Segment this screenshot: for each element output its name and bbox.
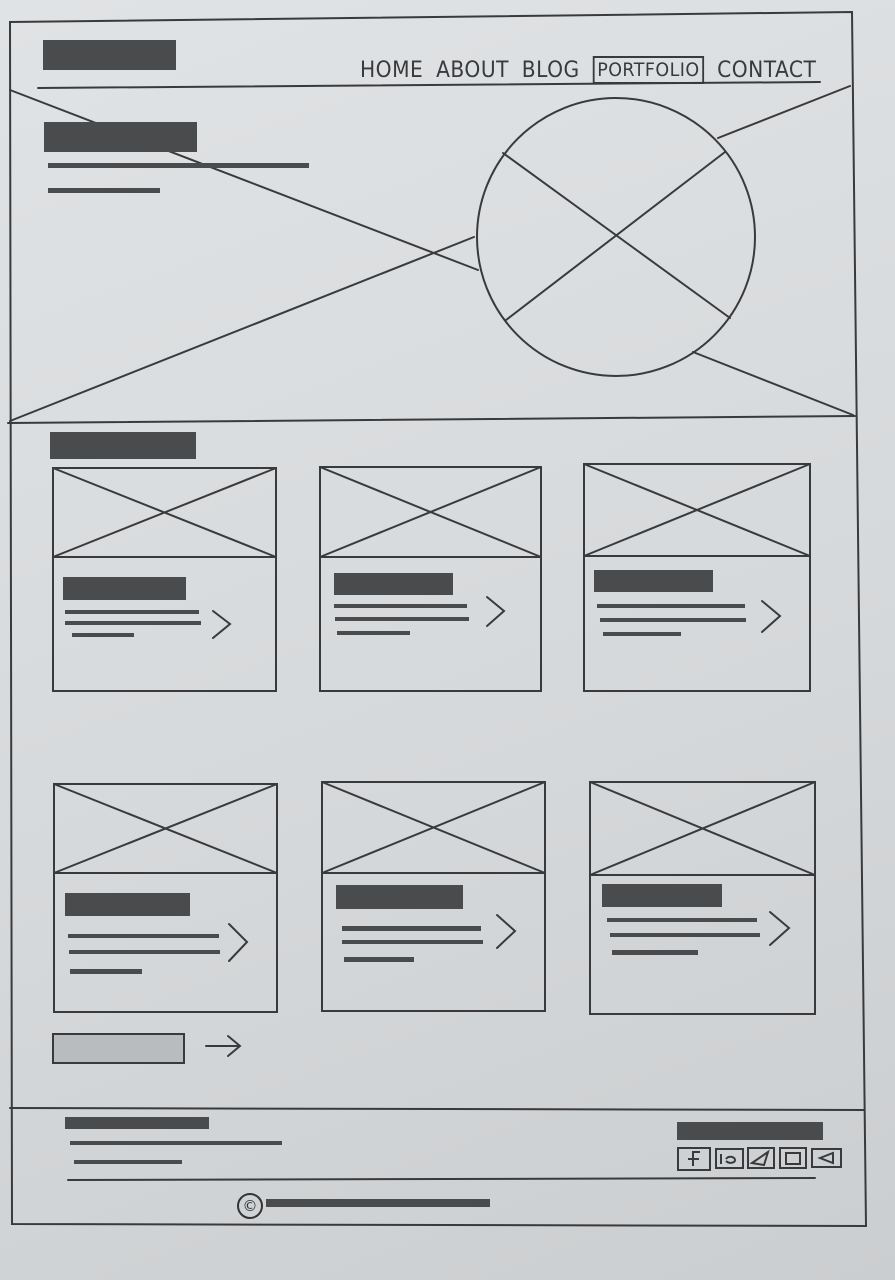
chevron-right-icon (496, 914, 517, 949)
nav-item-about[interactable]: ABOUT (436, 57, 509, 83)
nav-item-contact[interactable]: CONTACT (717, 57, 817, 83)
facebook-icon (677, 1147, 711, 1171)
footer-text-line-1 (70, 1141, 282, 1145)
portfolio-card-2 (319, 466, 542, 692)
portfolio-card-1 (52, 467, 277, 692)
nav-item-home[interactable]: HOME (360, 57, 424, 83)
outer-frame (8, 10, 868, 1228)
chevron-right-icon (212, 610, 232, 639)
portfolio-cards (52, 463, 816, 1015)
nav-item-blog[interactable]: BLOG (521, 57, 580, 83)
hero-title-block (44, 122, 197, 152)
chevron-right-icon (486, 596, 506, 627)
hero-diagonal-2b (717, 85, 851, 139)
more-arrow-icon (205, 1035, 242, 1057)
portfolio-card-4 (53, 783, 278, 1013)
hero-text-line-2 (48, 188, 160, 193)
copyright-text-line (266, 1199, 490, 1207)
portfolio-card-5 (321, 781, 546, 1012)
youtube-icon (811, 1148, 842, 1168)
behance-icon (715, 1148, 744, 1169)
footer-inner-line (67, 1177, 816, 1181)
main-nav: HOME ABOUT BLOG PORTFOLIO CONTACT (360, 56, 829, 84)
portfolio-card-3 (583, 463, 811, 692)
footer-right-title-block (677, 1122, 823, 1140)
copyright-icon: © (237, 1193, 263, 1219)
chevron-right-icon (769, 911, 791, 946)
hero-text-line-1 (48, 163, 309, 168)
card-text-blocks (63, 570, 760, 974)
chevron-right-icon (228, 923, 249, 962)
footer-divider (9, 1107, 865, 1111)
telegram-icon (747, 1147, 775, 1169)
hero-diagonal-1b (692, 351, 854, 416)
nav-item-portfolio[interactable]: PORTFOLIO (592, 56, 705, 84)
logo-block (43, 40, 176, 70)
instagram-icon (779, 1147, 807, 1169)
social-icons (677, 1147, 842, 1171)
view-more-button (52, 1033, 185, 1064)
hero-image-circle (476, 97, 756, 377)
footer-title-block (65, 1117, 209, 1129)
section-title-block (50, 432, 196, 459)
hero-bottom-line (7, 415, 856, 424)
hero-diagonal-1 (9, 89, 479, 271)
circle-cross-2 (505, 151, 726, 321)
hero-diagonal-2 (9, 236, 475, 422)
chevron-right-icon (761, 600, 782, 633)
footer-text-line-2 (74, 1160, 182, 1164)
portfolio-card-6 (589, 781, 816, 1015)
